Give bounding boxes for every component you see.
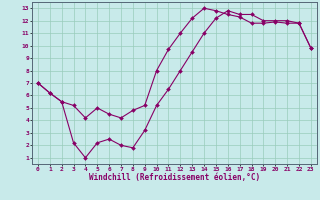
X-axis label: Windchill (Refroidissement éolien,°C): Windchill (Refroidissement éolien,°C) [89, 173, 260, 182]
